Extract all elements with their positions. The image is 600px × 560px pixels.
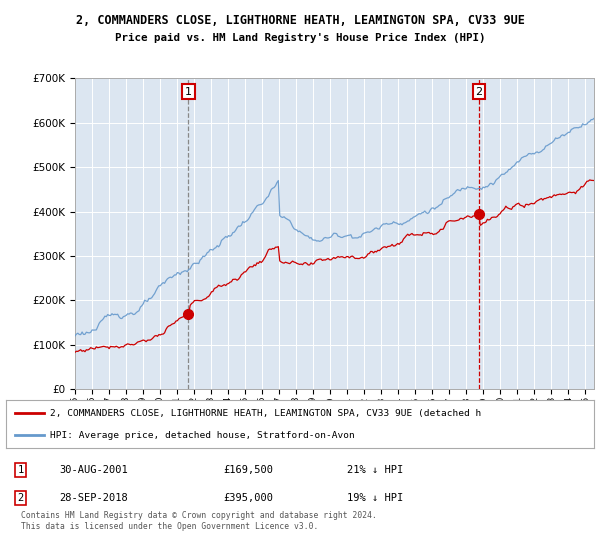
Text: Contains HM Land Registry data © Crown copyright and database right 2024.
This d: Contains HM Land Registry data © Crown c…: [21, 511, 377, 531]
Text: 1: 1: [185, 87, 192, 97]
Text: 2: 2: [17, 493, 24, 503]
Text: 30-AUG-2001: 30-AUG-2001: [59, 465, 128, 475]
Text: 2, COMMANDERS CLOSE, LIGHTHORNE HEATH, LEAMINGTON SPA, CV33 9UE: 2, COMMANDERS CLOSE, LIGHTHORNE HEATH, L…: [76, 14, 524, 27]
Text: Price paid vs. HM Land Registry's House Price Index (HPI): Price paid vs. HM Land Registry's House …: [115, 32, 485, 43]
Text: £395,000: £395,000: [224, 493, 274, 503]
Text: 28-SEP-2018: 28-SEP-2018: [59, 493, 128, 503]
Text: 2: 2: [476, 87, 483, 97]
Text: 19% ↓ HPI: 19% ↓ HPI: [347, 493, 403, 503]
Text: 1: 1: [17, 465, 24, 475]
Text: 21% ↓ HPI: 21% ↓ HPI: [347, 465, 403, 475]
Text: HPI: Average price, detached house, Stratford-on-Avon: HPI: Average price, detached house, Stra…: [50, 431, 355, 440]
Text: 2, COMMANDERS CLOSE, LIGHTHORNE HEATH, LEAMINGTON SPA, CV33 9UE (detached h: 2, COMMANDERS CLOSE, LIGHTHORNE HEATH, L…: [50, 409, 481, 418]
Text: £169,500: £169,500: [224, 465, 274, 475]
